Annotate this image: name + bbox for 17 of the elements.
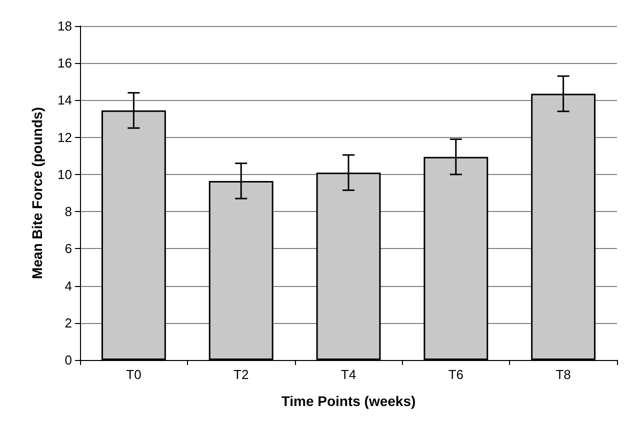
y-tick-label: 0: [64, 352, 72, 368]
x-tick-label: T4: [340, 367, 356, 382]
y-tick-label: 16: [58, 56, 72, 71]
y-tick-label: 10: [58, 166, 72, 182]
x-tick-label: T0: [126, 367, 142, 382]
y-axis-title: Mean Bite Force (pounds): [29, 107, 45, 279]
y-tick-label: 8: [64, 204, 72, 220]
y-tick-label: 2: [64, 315, 72, 330]
x-tick-label: T2: [234, 367, 249, 382]
y-tick-label: 4: [64, 278, 72, 294]
y-tick-label: 14: [58, 92, 72, 108]
y-tick-label: 18: [58, 18, 72, 34]
x-tick-label: T6: [448, 367, 464, 382]
x-tick-label: T8: [556, 367, 571, 382]
y-tick-label: 12: [58, 130, 72, 145]
y-tick-label: 6: [64, 241, 72, 256]
x-axis-title: Time Points (weeks): [281, 393, 416, 409]
